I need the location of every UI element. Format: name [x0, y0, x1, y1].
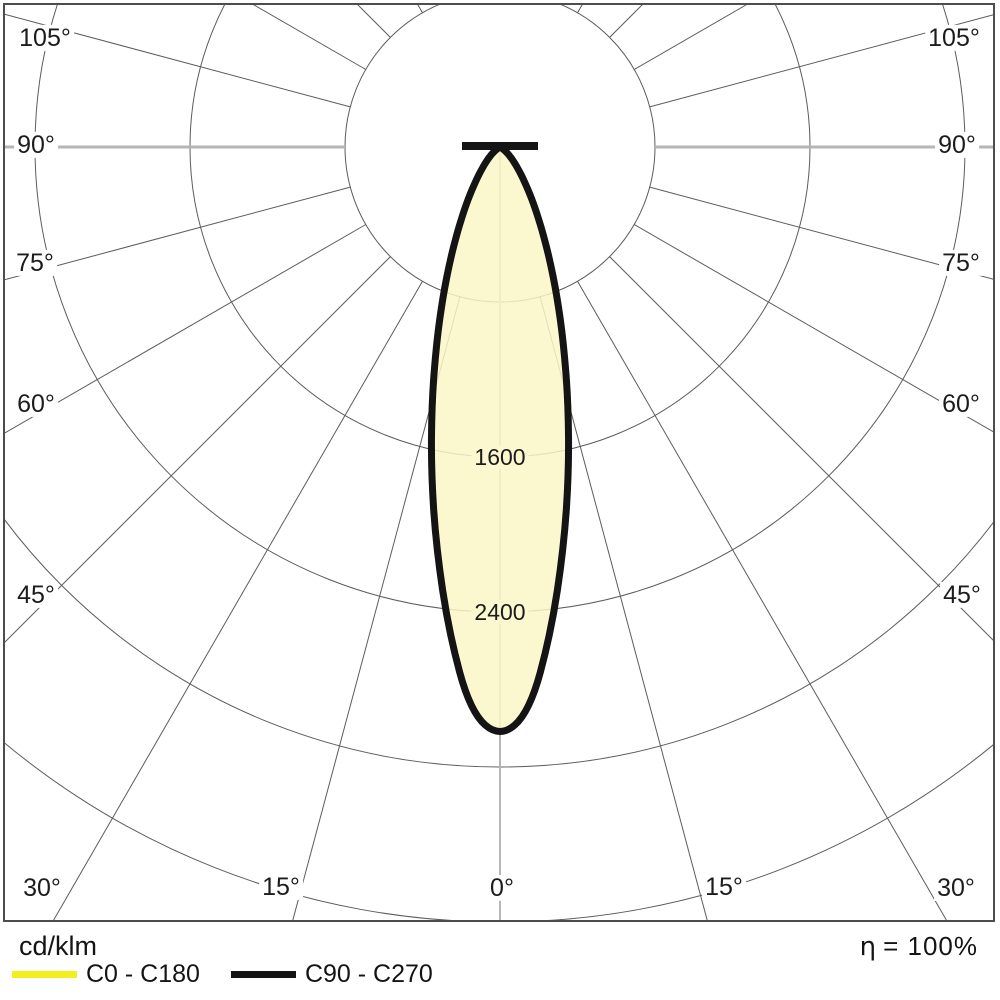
angle-label: 0°	[487, 875, 517, 901]
radial-line-120	[633, 4, 748, 70]
angle-label: 30°	[934, 875, 978, 901]
radial-line-60	[633, 224, 994, 433]
angle-label: 105°	[16, 25, 74, 51]
angle-label: 30°	[20, 875, 64, 901]
radial-line-135	[356, 4, 391, 38]
ring-label-2400: 2400	[471, 600, 529, 624]
legend-label-c0-c180: C0 - C180	[86, 959, 200, 988]
radial-line-150	[416, 4, 423, 14]
efficiency-label: η = 100%	[860, 931, 978, 962]
eta-symbol: η	[859, 932, 877, 962]
angle-label: 45°	[14, 582, 58, 608]
radial-line-30	[577, 280, 948, 921]
radial-line-60	[4, 224, 367, 434]
ring-label-1600: 1600	[471, 445, 529, 469]
legend: C0 - C180 C90 - C270	[12, 960, 433, 988]
angle-label: 15°	[702, 874, 746, 900]
efficiency-value: = 100%	[883, 931, 978, 961]
legend-swatch-c90-c270	[230, 970, 296, 978]
angle-label: 75°	[13, 250, 57, 276]
radial-line-135	[609, 4, 644, 38]
radial-line-75	[4, 186, 351, 281]
beam-curve-c90-c270	[427, 143, 573, 735]
legend-swatch-c0-c180	[12, 970, 77, 978]
units-label: cd/klm	[19, 931, 98, 961]
angle-label: 90°	[935, 132, 979, 158]
angle-label: 75°	[939, 250, 983, 276]
radial-line-120	[252, 4, 367, 70]
angle-label: 45°	[940, 582, 984, 608]
radial-line-30	[52, 280, 423, 921]
radial-line-45	[609, 256, 994, 642]
angle-label: 90°	[14, 132, 58, 158]
angle-label: 105°	[925, 25, 983, 51]
radial-line-75	[649, 186, 994, 280]
plot-frame	[3, 3, 995, 922]
radial-line-150	[577, 4, 584, 14]
angle-label: 15°	[259, 874, 303, 900]
angle-label: 60°	[939, 391, 983, 417]
luminaire-symbol	[462, 142, 538, 150]
legend-label-c90-c270: C90 - C270	[304, 959, 433, 988]
angle-label: 60°	[14, 391, 58, 417]
radial-line-45	[4, 256, 391, 644]
